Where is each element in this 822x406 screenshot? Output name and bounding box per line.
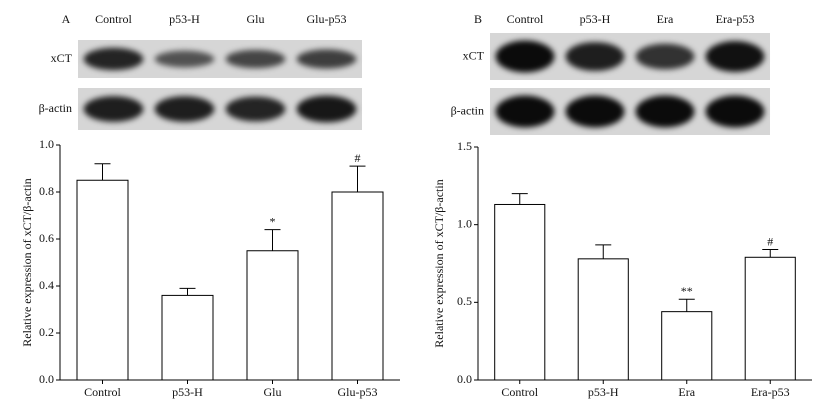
blot-band — [495, 95, 555, 128]
blot-band — [296, 49, 357, 69]
y-tick-label: 0.0 — [457, 372, 472, 386]
x-tick-label: p53-H — [588, 385, 619, 399]
y-axis-title: Relative expression of xCT/β-actin — [20, 178, 34, 346]
error-bar — [595, 244, 612, 259]
bar — [246, 250, 299, 381]
y-tick-label: 0.4 — [39, 278, 54, 292]
x-tick-label: Control — [84, 385, 121, 399]
y-tick-label: 1.0 — [39, 137, 54, 151]
lane-label: Control — [95, 12, 132, 26]
blot-row-label: xCT — [463, 48, 485, 62]
blot-band — [154, 96, 215, 122]
x-tick-label: Era-p53 — [751, 385, 790, 399]
lane-label: Glu — [247, 12, 265, 26]
panel-label: B — [474, 12, 482, 26]
significance-mark: * — [270, 214, 276, 228]
blot-band — [296, 95, 357, 123]
blot-band — [83, 47, 144, 71]
x-tick-label: Glu — [264, 385, 282, 399]
bar — [494, 203, 546, 381]
error-bar — [762, 249, 779, 258]
blot-band — [705, 41, 765, 72]
y-axis-title: Relative expression of xCT/β-actin — [432, 179, 446, 347]
bar — [577, 258, 629, 381]
panel-label: A — [62, 12, 71, 26]
blot-band — [154, 50, 215, 68]
error-bar — [264, 229, 281, 251]
x-tick-label: Era — [678, 385, 695, 399]
significance-mark: # — [767, 234, 773, 248]
blot-band — [565, 95, 625, 128]
x-tick-label: Glu-p53 — [338, 385, 378, 399]
bar — [661, 311, 713, 381]
y-tick-label: 0.5 — [457, 294, 472, 308]
bar — [331, 191, 384, 381]
y-tick-label: 0.0 — [39, 372, 54, 386]
significance-mark: ** — [681, 284, 693, 298]
bar — [744, 256, 796, 381]
y-tick-label: 1.5 — [457, 139, 472, 153]
lane-label: Era-p53 — [716, 12, 755, 26]
blot-band — [225, 49, 286, 69]
lane-label: Control — [507, 12, 544, 26]
error-bar — [179, 287, 196, 296]
error-bar — [349, 165, 366, 192]
blot-band — [565, 42, 625, 71]
blot-band — [225, 96, 286, 122]
blot-band — [635, 43, 695, 70]
y-tick-label: 0.2 — [39, 325, 54, 339]
y-tick-label: 0.8 — [39, 184, 54, 198]
blot-row-label: xCT — [51, 51, 73, 65]
blot-band — [495, 40, 555, 73]
lane-label: Glu-p53 — [307, 12, 347, 26]
blot-row-label: β-actin — [451, 103, 484, 117]
bar — [76, 179, 129, 381]
lane-label: p53-H — [580, 12, 611, 26]
blot-row-label: β-actin — [39, 101, 72, 115]
blot-band — [83, 96, 144, 122]
y-tick-label: 0.6 — [39, 231, 54, 245]
lane-label: Era — [657, 12, 674, 26]
significance-mark: # — [355, 151, 361, 165]
error-bar — [511, 193, 528, 205]
y-tick-label: 1.0 — [457, 216, 472, 230]
x-tick-label: Control — [501, 385, 538, 399]
error-bar — [678, 298, 695, 312]
x-tick-label: p53-H — [172, 385, 203, 399]
blot-band — [705, 95, 765, 128]
blot-band — [635, 95, 695, 128]
lane-label: p53-H — [169, 12, 200, 26]
bar — [161, 294, 214, 381]
error-bar — [94, 163, 111, 181]
